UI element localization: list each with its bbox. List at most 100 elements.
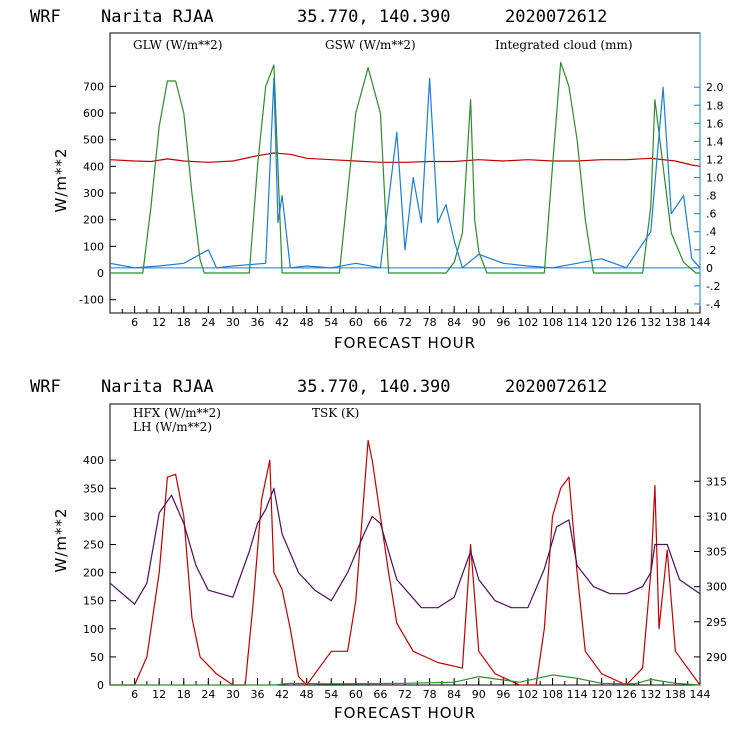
x-tick-label: 30	[226, 316, 240, 329]
x-ticks: 6 12 18 24 30 36 42 48 54 60 66 72 78 84 90 96 102 108 114…	[121, 678, 711, 701]
x-tick-label: 132	[640, 688, 661, 701]
header-coords: 35.770, 140.390	[297, 7, 451, 27]
y-ticks: -100 0 100 200 300 400 500 600 700	[79, 80, 116, 307]
legend-glw: GLW (W/m**2)	[133, 38, 222, 52]
y-tick-label: 400	[83, 160, 104, 173]
y2-tick-label: .6	[706, 208, 717, 221]
y2-tick-label: -.2	[706, 280, 720, 293]
x-tick-label: 90	[472, 316, 486, 329]
header-date: 2020072612	[505, 7, 607, 27]
x-tick-label: 90	[472, 688, 486, 701]
x-tick-label: 54	[324, 316, 338, 329]
x-tick-label: 78	[423, 688, 437, 701]
y-tick-label: 200	[83, 567, 104, 580]
y-tick-label: 250	[83, 539, 104, 552]
series-lines	[109, 61, 701, 274]
y2-tick-label: 305	[706, 546, 727, 559]
y2-tick-label: .2	[706, 244, 717, 257]
series-lines	[109, 439, 701, 686]
y-tick-label: 700	[83, 80, 104, 93]
legend-cloud: Integrated cloud (mm)	[495, 38, 633, 52]
x-tick-label: 114	[567, 688, 588, 701]
series-line-hfx	[110, 439, 701, 686]
header-model: WRF	[30, 7, 61, 27]
x-tick-label: 132	[640, 316, 661, 329]
y-tick-label: -100	[79, 294, 104, 307]
x-tick-label: 18	[177, 316, 191, 329]
y-tick-label: 500	[83, 134, 104, 147]
x-tick-label: 138	[665, 316, 686, 329]
y-ticks: 0 50 100 150 200 250 300 350 400	[83, 454, 116, 692]
x-tick-label: 108	[542, 688, 563, 701]
header-date: 2020072612	[505, 377, 607, 397]
x-tick-label: 72	[398, 688, 412, 701]
y-tick-label: 600	[83, 107, 104, 120]
y2-tick-label: 2.0	[706, 81, 724, 94]
x-tick-label: 6	[131, 688, 138, 701]
y2-tick-label: 310	[706, 510, 727, 523]
x-tick-label: 72	[398, 316, 412, 329]
x-tick-label: 120	[591, 688, 612, 701]
x-tick-label: 120	[591, 316, 612, 329]
x-axis-label: FORECAST HOUR	[334, 334, 476, 352]
y2-tick-label: 290	[706, 651, 727, 664]
y2-tick-label: 1.4	[706, 135, 724, 148]
x-tick-label: 102	[517, 316, 538, 329]
x-tick-label: 60	[349, 316, 363, 329]
header-station: Narita RJAA	[101, 377, 214, 397]
y-axis-label: W/m**2	[52, 507, 70, 572]
series-line-integrated	[109, 77, 701, 269]
header-station: Narita RJAA	[101, 7, 214, 27]
y2-tick-label: .8	[706, 190, 717, 203]
x-tick-label: 102	[517, 688, 538, 701]
x-tick-label: 126	[616, 316, 637, 329]
x-axis-label: FORECAST HOUR	[334, 704, 476, 722]
legend-gsw: GSW (W/m**2)	[325, 38, 416, 52]
x-tick-label: 78	[423, 316, 437, 329]
x-tick-label: 30	[226, 688, 240, 701]
y2-tick-label: 1.2	[706, 153, 724, 166]
x-tick-label: 48	[300, 316, 314, 329]
x-tick-label: 66	[373, 688, 387, 701]
y2-ticks: -.4 -.2 0 .2 .4 .6 .8 1.0 1.2 1.4 1.6 1.8 2.0	[694, 81, 724, 311]
legend-lh: LH (W/m**2)	[133, 420, 212, 434]
y2-tick-label: 0	[706, 262, 713, 275]
x-tick-label: 84	[447, 316, 461, 329]
y-tick-label: 200	[83, 214, 104, 227]
x-tick-label: 60	[349, 688, 363, 701]
x-tick-label: 42	[275, 316, 289, 329]
x-tick-label: 12	[152, 688, 166, 701]
y-tick-label: 400	[83, 454, 104, 467]
y-tick-label: 100	[83, 240, 104, 253]
x-tick-label: 66	[373, 316, 387, 329]
x-tick-label: 36	[251, 316, 265, 329]
y-tick-label: 350	[83, 482, 104, 495]
x-tick-label: 96	[496, 316, 510, 329]
series-line-tsk	[109, 487, 701, 609]
y2-tick-label: 1.6	[706, 117, 724, 130]
panel-2: WRF Narita RJAA 35.770, 140.390 20200726…	[30, 377, 727, 722]
x-tick-label: 144	[690, 688, 711, 701]
x-tick-label: 18	[177, 688, 191, 701]
y-tick-label: 50	[90, 651, 104, 664]
x-tick-label: 36	[251, 688, 265, 701]
y2-tick-label: 1.8	[706, 99, 724, 112]
panel-1: WRF Narita RJAA 35.770, 140.390 20200726…	[30, 7, 724, 352]
y-tick-label: 0	[97, 679, 104, 692]
plot-frame-left	[109, 32, 701, 314]
x-tick-label: 48	[300, 688, 314, 701]
y-axis-label: W/m**2	[52, 147, 70, 212]
y2-tick-label: 300	[706, 581, 727, 594]
x-tick-label: 54	[324, 688, 338, 701]
y-tick-label: 150	[83, 595, 104, 608]
x-ticks: 6 12 18 24 30 36 42 48 54 60 66 72 78 84 90 96 102 108 114…	[121, 306, 711, 329]
y2-tick-label: .4	[706, 226, 717, 239]
series-line-glw	[109, 152, 701, 167]
y2-tick-label: -.4	[706, 298, 720, 311]
x-tick-label: 84	[447, 688, 461, 701]
y2-tick-label: 295	[706, 616, 727, 629]
x-tick-label: 6	[131, 316, 138, 329]
x-tick-label: 114	[567, 316, 588, 329]
legend-hfx: HFX (W/m**2)	[133, 406, 221, 420]
